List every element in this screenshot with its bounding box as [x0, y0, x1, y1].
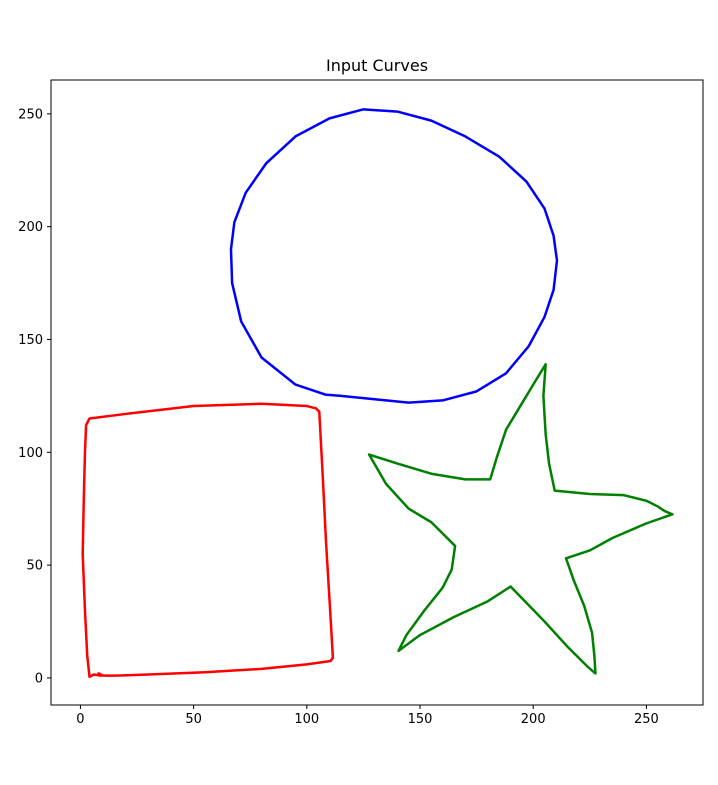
series-line-3: [367, 363, 674, 675]
x-tick-label: 100: [294, 712, 319, 727]
y-tick-label: 50: [26, 559, 43, 574]
y-tick-label: 150: [18, 333, 43, 348]
series-line-2: [229, 108, 559, 404]
x-tick-label: 50: [185, 712, 202, 727]
x-tick-label: 150: [408, 712, 433, 727]
x-tick-label: 0: [76, 712, 84, 727]
plot-area: 0 50 100 150 200 250 0 50 100 150 200 250: [18, 79, 704, 727]
y-tick-label: 0: [35, 671, 43, 686]
chart-title: Input Curves: [326, 56, 428, 75]
x-tick-label: 250: [634, 712, 659, 727]
y-tick-label: 200: [18, 220, 43, 235]
y-tick-label: 100: [18, 446, 43, 461]
series-line-1: [81, 402, 335, 679]
y-tick-label: 250: [18, 107, 43, 122]
axes-frame: [50, 79, 704, 706]
x-tick-label: 200: [521, 712, 546, 727]
